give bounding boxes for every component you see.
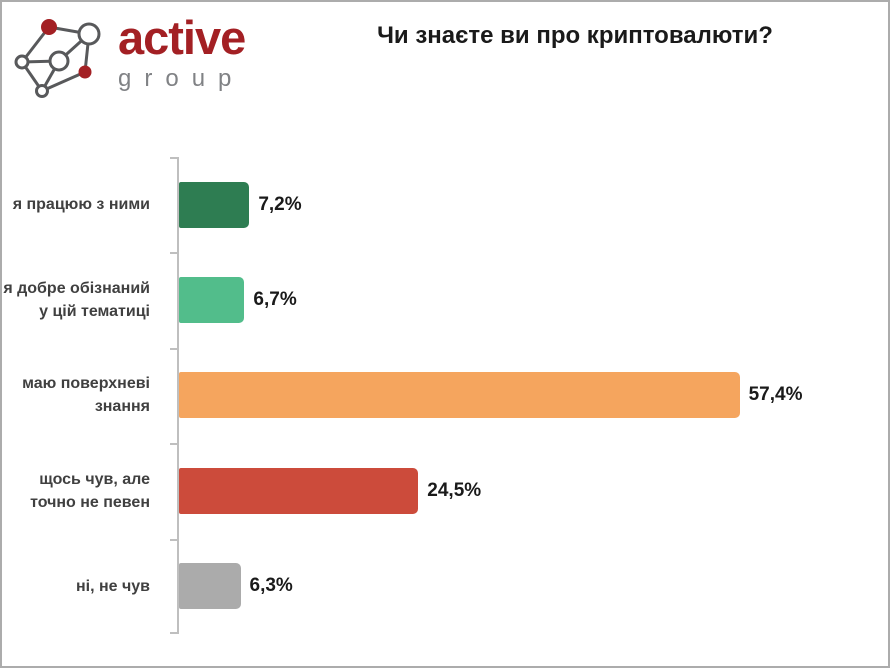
value-label: 57,4% — [748, 384, 803, 406]
chart-row: щось чув, але точно не певен 24,5% — [2, 443, 888, 538]
category-label: щось чув, але точно не певен — [30, 470, 150, 511]
chart-row: маю поверхневі знання 57,4% — [2, 348, 888, 443]
logo-brand: active — [118, 11, 246, 64]
category-label: маю поверхневі знання — [22, 375, 150, 416]
category-label: я працюю з ними — [12, 196, 150, 214]
network-graph-icon — [14, 19, 101, 98]
plot-rows: я працюю з ними 7,2% я добре обізнаний у ц… — [2, 157, 888, 634]
value-label: 6,7% — [253, 289, 297, 311]
chart-row: я добре обізнаний у цій тематиці 6,7% — [2, 252, 888, 347]
axis-tick — [170, 347, 178, 350]
category-label: я добре обізнаний у цій тематиці — [3, 279, 150, 321]
category-label: ні, не чув — [75, 577, 150, 595]
bar-chart: я працюю з ними 7,2% я добре обізнаний у ц… — [2, 157, 888, 634]
axis-tick — [170, 632, 178, 634]
logo: active group — [10, 8, 270, 112]
value-label: 6,3% — [249, 575, 293, 597]
category-axis — [177, 157, 179, 634]
chart-row: я працюю з ними 7,2% — [2, 157, 888, 252]
logo-text: active group — [118, 14, 268, 93]
bar — [179, 181, 250, 228]
axis-tick — [170, 157, 178, 159]
value-label: 7,2% — [258, 193, 302, 215]
axis-tick — [170, 443, 178, 446]
chart-row: ні, не чув 6,3% — [2, 539, 888, 634]
axis-tick — [170, 252, 178, 255]
bar — [179, 563, 241, 610]
chart-title: Чи знаєте ви про криптовалюти? — [377, 22, 773, 49]
bar — [179, 372, 740, 419]
logo-sub: group — [118, 65, 245, 92]
bar — [179, 277, 245, 324]
value-label: 24,5% — [427, 479, 482, 501]
axis-tick — [170, 538, 178, 541]
bar — [179, 467, 419, 514]
